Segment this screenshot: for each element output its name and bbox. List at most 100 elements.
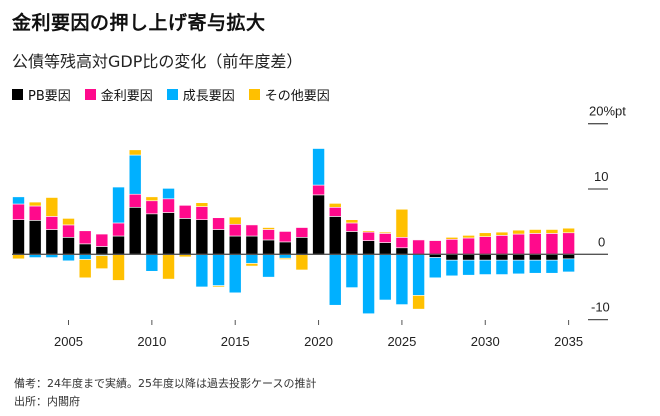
bar-other-2024 (378, 231, 392, 234)
bar-interest-2019 (295, 227, 309, 238)
bar-interest-2025 (395, 237, 409, 249)
bar-other-2035 (562, 227, 575, 234)
bar-other-2007 (95, 255, 109, 269)
bar-interest-2031 (495, 235, 509, 255)
legend-item-growth: 成長要因 (166, 85, 235, 104)
bar-interest-2010 (145, 200, 159, 215)
x-tick-label: 2010 (137, 334, 166, 349)
bars-group (12, 148, 575, 315)
bar-other-2021 (328, 203, 342, 208)
legend-item-interest: 金利要因 (84, 85, 153, 104)
footnote-remark: 備考：24年度まで実績。25年度以降は過去投影ケースの推計 (14, 377, 317, 390)
bar-growth-2027 (428, 257, 442, 279)
bar-other-2005 (62, 218, 75, 226)
bar-pb-2029 (462, 254, 475, 261)
bar-growth-2020 (312, 148, 325, 186)
legend-label-pb: PB要因 (28, 89, 71, 104)
x-axis: 2005 2010 2015 2020 2025 2030 2035 (54, 320, 583, 349)
y-tick-label: 0 (598, 234, 605, 249)
bar-growth-2005 (62, 254, 75, 262)
legend-swatch-other (248, 89, 260, 100)
bar-other-2013 (195, 202, 209, 207)
bar-other-2019 (295, 254, 309, 271)
bar-growth-2022 (345, 254, 359, 288)
legend: PB要因 金利要因 成長要因 その他要因 (12, 85, 330, 104)
bar-pb-2007 (95, 246, 109, 255)
bar-interest-2017 (262, 229, 275, 241)
bar-interest-2016 (245, 224, 259, 237)
x-tick-label: 2030 (471, 334, 500, 349)
bar-interest-2029 (462, 237, 475, 255)
bar-pb-2011 (162, 212, 175, 255)
chart-subtitle: 公債等残高対GDP比の変化（前年度差） (12, 52, 303, 71)
bar-growth-2034 (545, 259, 559, 274)
bar-interest-2011 (162, 198, 175, 213)
bar-pb-2010 (145, 213, 159, 255)
bar-pb-2012 (178, 218, 192, 255)
bar-pb-2031 (495, 254, 509, 261)
bar-pb-2032 (512, 254, 525, 261)
legend-swatch-growth (166, 89, 178, 100)
x-tick-label: 2005 (54, 334, 83, 349)
bar-pb-2024 (378, 242, 392, 255)
bar-growth-2006 (78, 254, 92, 260)
bar-other-2015 (228, 216, 242, 225)
legend-label-other: その他要因 (264, 89, 330, 104)
bar-growth-2035 (562, 258, 575, 273)
legend-item-other: その他要因 (248, 85, 330, 104)
bar-growth-2008 (112, 186, 125, 224)
bar-other-2031 (495, 231, 509, 236)
bar-pb-2033 (528, 254, 542, 261)
bar-pb-2028 (445, 254, 459, 261)
bar-pb-2005 (62, 237, 75, 255)
bar-interest-2030 (478, 236, 492, 255)
x-tick-label: 2025 (387, 334, 416, 349)
bar-pb-2002 (12, 219, 25, 255)
bar-interest-2015 (228, 223, 242, 237)
bar-interest-2012 (178, 205, 192, 219)
bar-other-2023 (362, 230, 375, 233)
bar-pb-2014 (212, 229, 225, 255)
x-tick-label: 2015 (221, 334, 250, 349)
bar-interest-2004 (45, 216, 59, 230)
bar-interest-2005 (62, 224, 75, 238)
bar-other-2017 (262, 227, 275, 230)
legend-label-growth: 成長要因 (182, 89, 235, 104)
bar-other-2018 (278, 257, 292, 260)
bar-other-2010 (145, 196, 159, 202)
bar-other-2002 (12, 254, 25, 260)
bar-pb-2017 (262, 239, 275, 255)
y-tick-label: 20%pt (589, 104, 626, 119)
bar-other-2025 (395, 208, 409, 238)
bar-growth-2029 (462, 259, 475, 276)
bar-interest-2018 (278, 231, 292, 243)
bar-pb-2019 (295, 237, 309, 255)
bar-other-2030 (478, 232, 492, 237)
bar-interest-2021 (328, 206, 342, 217)
bar-interest-2033 (528, 233, 542, 255)
bar-other-2011 (162, 254, 175, 280)
bar-pb-2018 (278, 241, 292, 255)
bar-other-2032 (512, 229, 525, 235)
bar-growth-2032 (512, 259, 525, 275)
bar-growth-2033 (528, 259, 542, 274)
bar-interest-2034 (545, 233, 559, 255)
bar-growth-2015 (228, 254, 242, 294)
bar-other-2016 (245, 263, 259, 267)
bar-other-2028 (445, 237, 459, 240)
bar-other-2033 (528, 229, 542, 234)
bar-interest-2007 (95, 233, 109, 247)
bar-interest-2022 (345, 222, 359, 232)
bar-other-2022 (345, 219, 359, 224)
bar-interest-2032 (512, 233, 525, 255)
bar-other-2009 (128, 149, 142, 156)
bar-other-2006 (78, 259, 92, 279)
bar-interest-2014 (212, 217, 225, 230)
bar-pb-2013 (195, 219, 209, 255)
bar-growth-2021 (328, 254, 342, 306)
bar-interest-2020 (312, 184, 325, 196)
bar-pb-2021 (328, 216, 342, 255)
y-tick-label: -10 (591, 300, 610, 315)
bar-interest-2028 (445, 238, 459, 255)
